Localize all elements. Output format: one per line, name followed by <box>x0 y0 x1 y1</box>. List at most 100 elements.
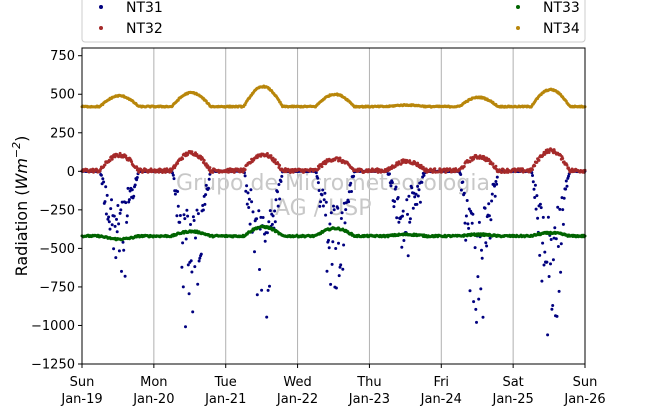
data-point <box>334 247 338 250</box>
data-point <box>495 175 499 179</box>
data-point <box>117 249 121 253</box>
data-point <box>559 270 563 274</box>
data-point <box>531 168 534 172</box>
data-point <box>471 212 475 216</box>
data-point <box>320 165 324 169</box>
data-point <box>532 187 536 191</box>
y-tick-label: 500 <box>50 88 75 103</box>
data-point <box>328 222 332 226</box>
data-point <box>253 250 256 254</box>
data-point <box>101 177 105 181</box>
data-point <box>556 245 560 248</box>
data-point <box>120 269 123 273</box>
data-point <box>135 176 139 179</box>
x-tick-label-date: Jan-22 <box>276 392 318 407</box>
data-point <box>416 161 420 165</box>
y-axis-label-close: ) <box>12 136 31 142</box>
y-tick-label: −750 <box>39 280 75 295</box>
legend-marker-nt34 <box>516 26 520 30</box>
data-point <box>349 181 353 185</box>
data-point <box>99 173 103 177</box>
data-point <box>266 288 270 292</box>
data-point <box>247 197 251 201</box>
data-point <box>408 217 412 221</box>
data-point <box>467 207 471 211</box>
data-point <box>265 315 269 319</box>
data-point <box>551 258 555 262</box>
data-point <box>462 191 466 195</box>
data-point <box>467 226 471 230</box>
data-point <box>115 230 119 234</box>
data-point <box>184 237 188 241</box>
data-point <box>211 170 215 174</box>
data-point <box>558 207 562 211</box>
legend-label-nt31: NT31 <box>126 0 163 16</box>
data-point <box>481 315 485 319</box>
data-point <box>124 154 128 158</box>
data-point <box>268 284 271 288</box>
data-point <box>320 193 324 197</box>
data-point <box>327 246 331 250</box>
data-point <box>561 222 565 226</box>
data-point <box>546 215 550 219</box>
data-point <box>321 204 325 208</box>
legend-entry-nt34: NT34 <box>516 21 580 37</box>
plot-frame <box>81 47 586 365</box>
data-point <box>352 174 356 178</box>
data-point <box>537 158 541 162</box>
data-point <box>257 209 261 213</box>
data-point <box>401 209 405 213</box>
data-point <box>128 189 132 193</box>
data-point <box>494 164 498 168</box>
data-point <box>538 253 542 257</box>
data-point <box>185 208 189 212</box>
data-point <box>124 201 128 205</box>
data-point <box>314 171 318 175</box>
data-point <box>464 214 468 218</box>
data-point <box>561 157 565 160</box>
data-point <box>533 164 537 168</box>
data-point <box>172 177 176 181</box>
data-point <box>207 177 211 181</box>
data-point <box>132 194 136 198</box>
data-point <box>265 231 269 235</box>
data-point <box>420 180 424 184</box>
data-point <box>543 250 547 254</box>
data-point <box>547 151 551 154</box>
data-point <box>194 236 197 240</box>
x-tick-label-weekday: Tue <box>214 375 237 390</box>
x-tick-label-date: Jan-24 <box>420 392 462 407</box>
data-point <box>554 237 558 241</box>
data-point <box>470 221 474 225</box>
data-point <box>112 247 116 251</box>
data-point <box>557 289 561 293</box>
data-point <box>493 194 497 198</box>
data-point <box>301 168 305 172</box>
data-point <box>278 197 282 201</box>
data-point <box>561 208 565 212</box>
data-point <box>479 287 483 291</box>
data-point <box>473 246 477 250</box>
data-point <box>408 159 412 163</box>
data-point <box>278 163 282 167</box>
data-point <box>244 189 248 193</box>
data-point <box>490 199 494 203</box>
data-point <box>416 194 420 198</box>
data-point <box>332 208 336 212</box>
data-point <box>325 269 329 273</box>
data-point <box>149 167 153 171</box>
data-point <box>186 263 190 267</box>
data-point <box>555 314 559 318</box>
data-point <box>187 292 191 296</box>
data-point <box>483 206 487 210</box>
data-point <box>528 169 532 173</box>
data-point <box>342 243 346 247</box>
data-point <box>472 300 476 304</box>
data-point <box>407 194 411 198</box>
data-point <box>243 174 247 178</box>
x-tick-label-weekday: Sun <box>70 375 95 390</box>
data-point <box>120 200 124 204</box>
x-axis: Sun Jan-19 Mon Jan-20 Tue Jan-21 Wed Jan-22 Thu J… <box>60 364 606 407</box>
data-point <box>127 200 131 204</box>
data-point <box>201 208 205 212</box>
